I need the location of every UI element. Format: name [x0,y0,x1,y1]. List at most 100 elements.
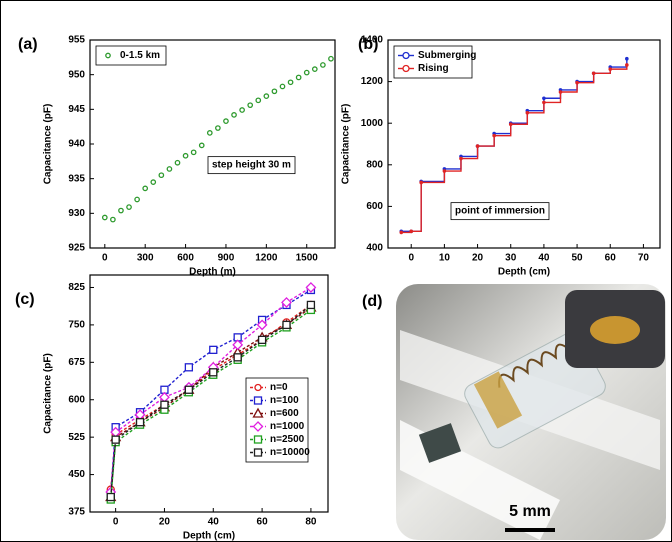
y-tick-label: 375 [68,507,85,518]
x-axis-title: Depth (cm) [183,531,235,542]
marker [287,79,294,86]
marker [215,125,221,131]
marker [198,142,205,149]
annotation: point of immersion [455,206,545,217]
y-tick-label: 750 [68,320,85,331]
x-tick-label: 600 [177,253,194,264]
marker [160,400,169,409]
marker [311,66,318,72]
series-line [110,304,312,490]
marker [409,229,414,234]
marker [209,345,218,354]
y-tick-label: 925 [68,243,85,254]
marker [184,385,194,394]
marker [223,118,229,124]
marker [253,448,263,457]
marker [253,435,263,444]
y-tick-label: 1400 [361,35,384,46]
photo: 5 mm (d) [362,284,666,540]
y-axis-title: Capacitance (pF) [341,104,352,185]
marker [256,319,268,331]
y-axis-title: Capacitance (pF) [43,104,54,185]
marker [142,185,149,192]
marker [184,363,194,372]
marker [525,111,530,115]
marker [263,93,270,100]
y-tick-label: 950 [68,69,85,80]
legend-label: Submerging [418,50,476,61]
marker [209,368,218,377]
x-tick-label: 60 [257,517,269,528]
marker [459,156,463,161]
legend-label: n=0 [270,382,288,393]
marker [328,55,334,62]
x-tick-label: 1500 [296,253,319,264]
x-tick-label: 40 [538,253,550,264]
marker [625,56,629,61]
annotation-box [450,202,550,221]
marker [402,51,410,60]
marker [231,112,237,118]
y-tick-label: 450 [68,469,85,480]
legend-label: Rising [418,63,449,74]
marker [402,64,410,73]
scale-bar-label: 5 mm [509,503,551,520]
marker [575,80,579,85]
marker [252,421,264,432]
x-tick-label: 1200 [255,253,278,264]
coil [498,343,571,388]
x-tick-label: 900 [218,253,235,264]
marker [190,149,197,156]
y-tick-label: 825 [68,282,85,293]
marker [247,102,254,109]
marker [101,214,108,221]
marker [158,172,165,179]
legend-label: 0-1.5 km [120,50,160,61]
marker [166,166,173,172]
panel-label: (d) [362,293,382,310]
x-axis-title: Depth (m) [189,267,236,278]
marker [105,52,111,59]
series-line [110,309,312,500]
plot-frame [387,39,661,249]
legend-box [95,45,167,66]
y-tick-label: 600 [68,394,85,405]
x-tick-label: 20 [472,253,484,264]
marker [118,207,124,214]
marker [558,90,563,94]
marker [282,320,291,330]
chip [418,423,462,463]
marker [442,169,447,173]
x-tick-label: 60 [605,253,617,264]
legend-label: n=10000 [270,447,310,458]
marker [271,88,278,95]
marker [608,67,613,71]
legend-label: n=1000 [270,421,305,432]
marker [475,144,480,148]
marker [542,100,546,105]
y-tick-label: 400 [366,243,383,254]
marker [591,71,596,76]
x-tick-label: 30 [505,253,517,264]
x-tick-label: 50 [572,253,584,264]
x-tick-label: 80 [305,517,317,528]
marker [232,339,244,351]
series-line [110,304,312,498]
x-tick-label: 300 [137,253,154,264]
marker [303,69,310,76]
marker [206,130,213,136]
panel-label: (c) [15,291,35,308]
x-tick-label: 20 [159,517,171,528]
marker [320,62,326,68]
y-tick-label: 600 [366,201,383,212]
x-tick-label: 0 [102,253,108,264]
y-tick-label: 935 [68,173,85,184]
marker [110,216,116,223]
marker [174,159,181,166]
marker [399,230,404,235]
marker [233,353,242,362]
legend-box [393,45,473,79]
y-tick-label: 955 [68,35,85,46]
marker [252,407,264,418]
